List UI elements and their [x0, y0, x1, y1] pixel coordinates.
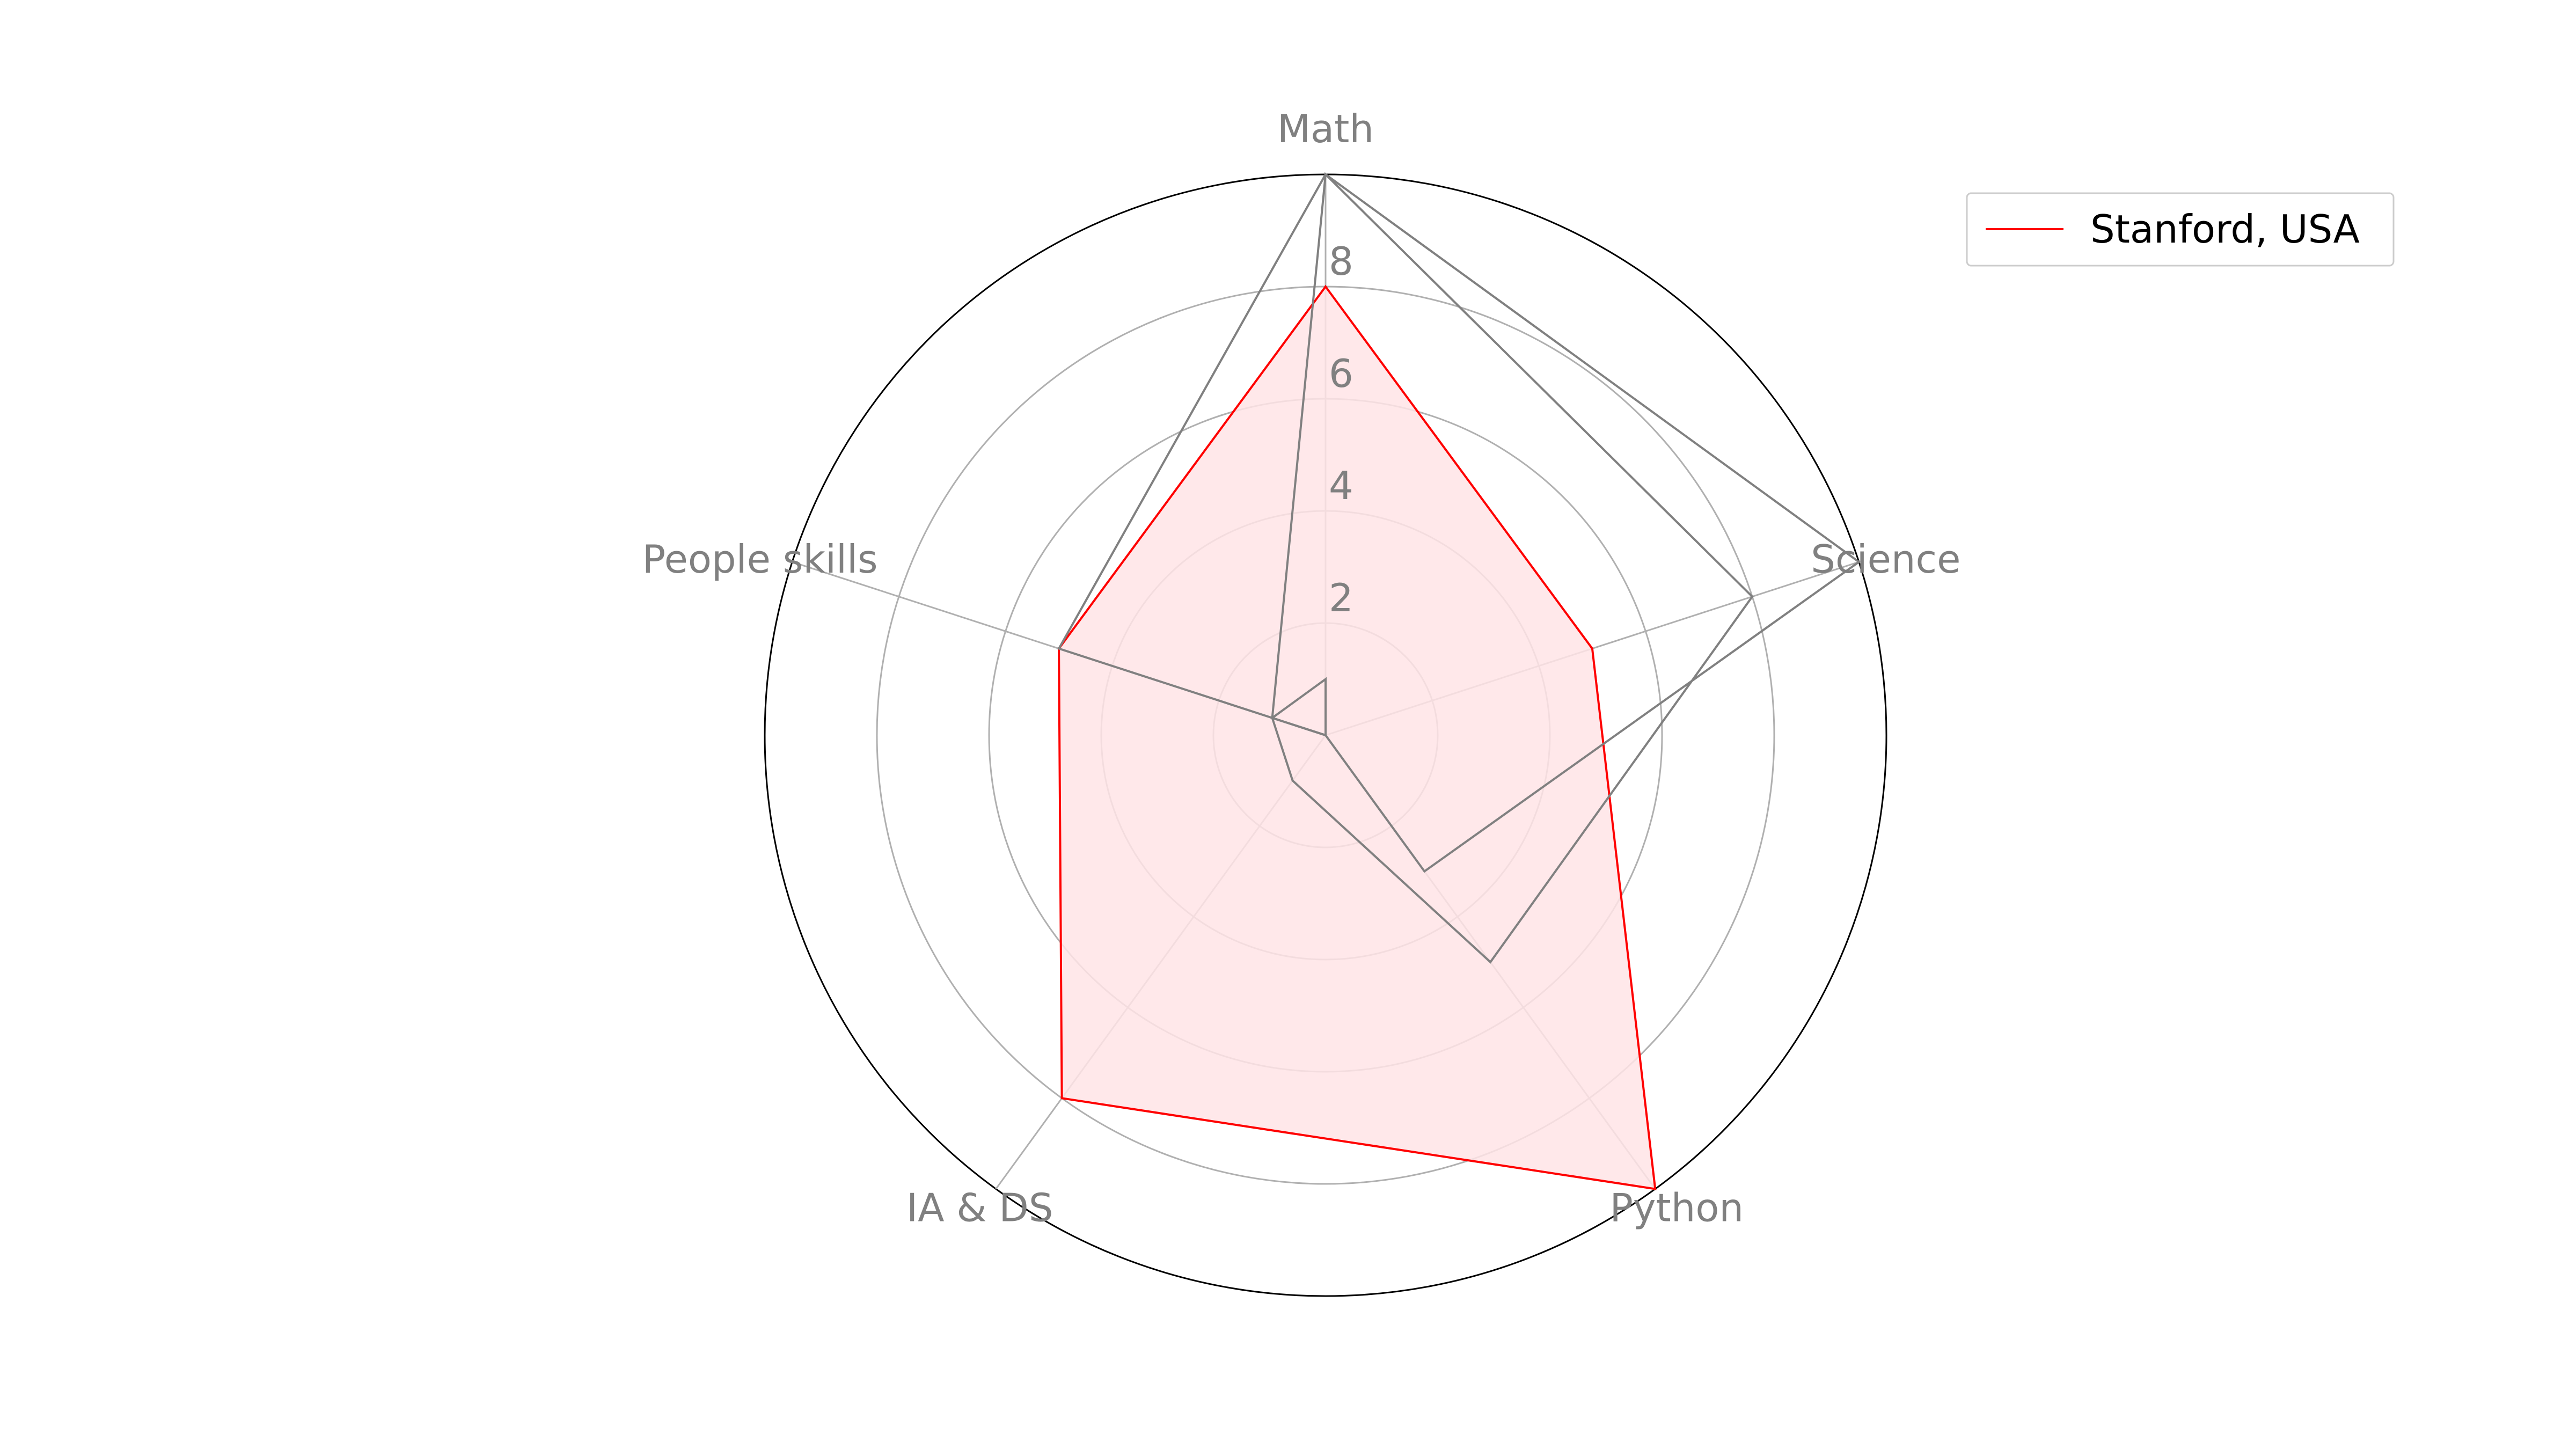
axis-label-python: Python [1609, 1185, 1744, 1230]
outline-polygon-1 [1057, 173, 1861, 873]
r-tick-label-2: 2 [1329, 575, 1353, 620]
outline-polygon-0 [1271, 172, 1754, 964]
r-tick-label-8: 8 [1329, 239, 1353, 284]
legend: Stanford, USA [1966, 192, 2395, 267]
legend-label: Stanford, USA [2090, 207, 2360, 252]
series-polygon-0 [1058, 284, 1657, 1190]
r-tick-label-4: 4 [1329, 463, 1353, 508]
axis-label-people-skills: People skills [642, 537, 878, 582]
axis-label-math: Math [1277, 106, 1374, 151]
tick-layer: 2 4 6 8 [1329, 239, 1353, 620]
axis-label-science: Science [1811, 537, 1960, 582]
axis-label-layer: Math Science Python IA & DS People skills [642, 106, 1961, 1230]
axis-label-ia-ds: IA & DS [906, 1185, 1053, 1230]
series-layer [1058, 284, 1657, 1190]
r-tick-label-6: 6 [1329, 351, 1353, 396]
outline-layer [1057, 172, 1861, 964]
outline-polygon-2 [1270, 677, 1327, 737]
legend-frame [1966, 192, 2395, 267]
